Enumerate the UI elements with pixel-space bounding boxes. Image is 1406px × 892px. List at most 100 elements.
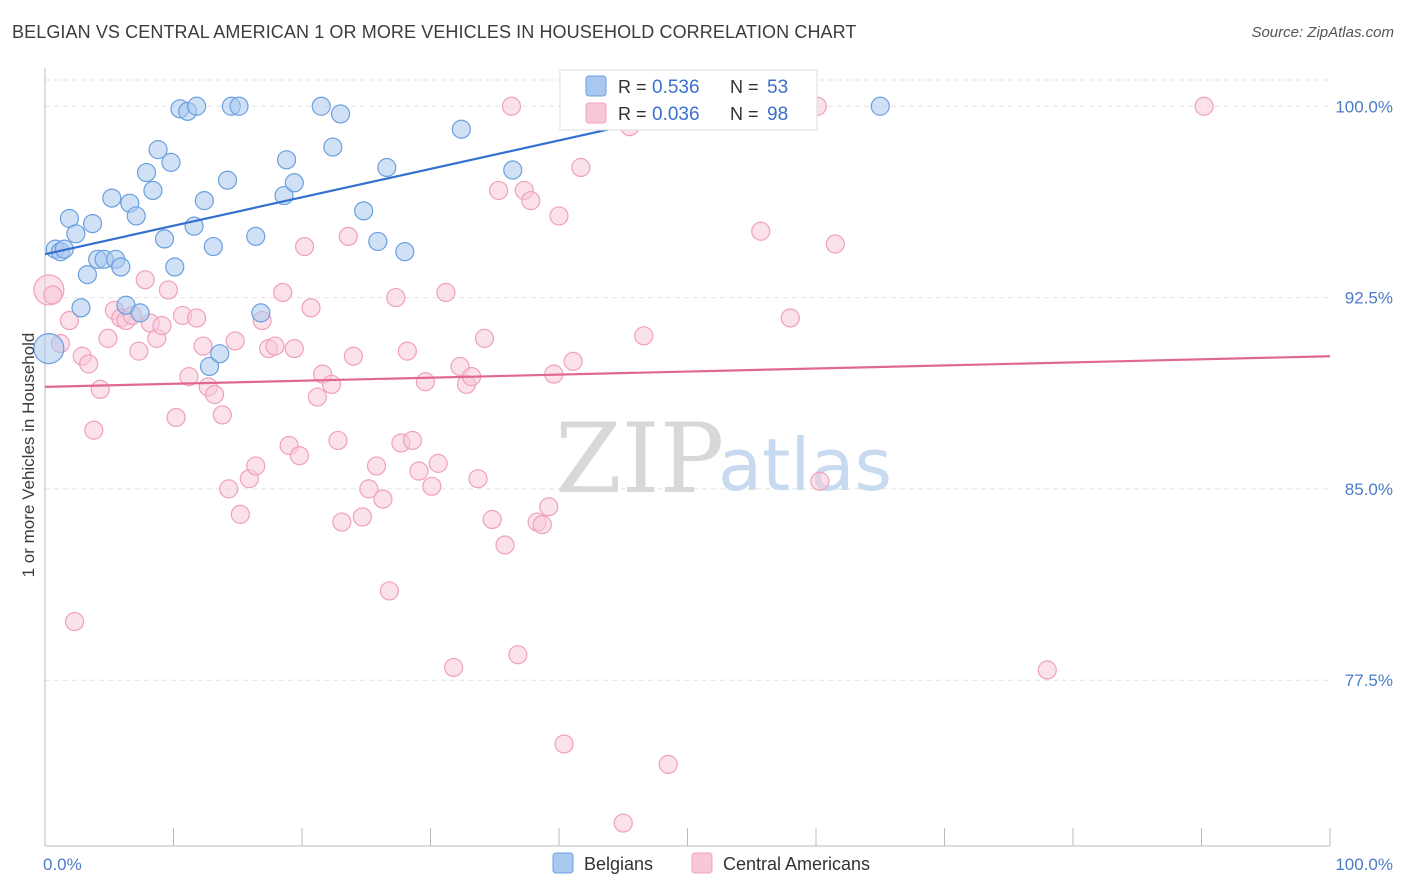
central-americans-point-73 — [508, 645, 528, 665]
y-tick-label-1: 92.5% — [1345, 289, 1393, 308]
belgians-point-13 — [111, 257, 131, 277]
central-americans-point-40 — [294, 236, 315, 257]
central-americans-point-46 — [332, 512, 352, 532]
y-tick-label-3: 77.5% — [1345, 671, 1393, 690]
central-americans-point-72 — [501, 96, 522, 116]
belgians-point-0 — [33, 332, 65, 365]
legend-n-label-2: N = — [730, 104, 759, 124]
belgians-trend-line — [44, 105, 714, 256]
watermark: ZIP atlas — [555, 403, 892, 515]
x-tick-label-0: 0.0% — [43, 855, 82, 874]
grid-lines — [45, 79, 1330, 681]
belgians-point-22 — [161, 152, 181, 172]
central-americans-point-19 — [158, 280, 178, 300]
central-americans-point-57 — [402, 430, 423, 451]
central-americans-point-78 — [539, 497, 559, 517]
belgians-point-8 — [82, 214, 103, 234]
central-americans-point-27 — [212, 405, 232, 425]
central-americans-point-36 — [273, 282, 293, 303]
central-americans-point-58 — [409, 461, 429, 481]
central-americans-point-80 — [549, 206, 569, 226]
series-legend-label-central-americans: Central Americans — [723, 854, 870, 874]
belgians-point-5 — [66, 224, 86, 244]
central-americans-point-35 — [265, 336, 285, 356]
central-americans-point-29 — [225, 331, 245, 351]
central-americans-point-93 — [825, 234, 845, 254]
central-americans-point-81 — [554, 734, 574, 754]
central-americans-point-6 — [79, 354, 99, 374]
legend: R = 0.536 N = 53 R = 0.036 N = 98 — [559, 69, 818, 131]
central-americans-point-62 — [436, 282, 456, 303]
central-americans-point-69 — [482, 509, 502, 530]
central-americans-point-53 — [379, 581, 399, 601]
central-americans-point-94 — [1037, 660, 1057, 680]
central-americans-point-50 — [359, 479, 379, 499]
central-americans-point-77 — [532, 514, 552, 535]
belgians-point-35 — [246, 226, 266, 246]
belgians-point-28 — [194, 191, 214, 211]
y-tick-label-2: 85.0% — [1345, 480, 1393, 499]
belgians-point-6 — [71, 298, 91, 318]
central-americans-point-92 — [810, 471, 830, 491]
central-americans-point-51 — [366, 456, 387, 476]
central-americans-point-8 — [90, 379, 110, 400]
belgians-point-20 — [148, 140, 168, 160]
y-axis-label: 1 or more Vehicles in Household — [19, 333, 38, 578]
central-americans-point-85 — [613, 813, 633, 833]
y-tick-label-0: 100.0% — [1335, 97, 1393, 116]
central-americans-point-47 — [338, 226, 358, 246]
central-americans-point-60 — [422, 476, 442, 496]
central-americans-point-83 — [571, 157, 591, 178]
series-legend-swatch-central-americans — [691, 852, 713, 874]
central-americans-point-52 — [373, 489, 393, 509]
belgians-point-21 — [154, 229, 175, 249]
x-tick-labels: 0.0% 100.0% — [43, 855, 1393, 874]
x-tick-label-1: 100.0% — [1335, 855, 1393, 874]
central-americans-point-7 — [84, 420, 104, 440]
belgians-point-30 — [203, 236, 223, 257]
central-americans-point-86 — [634, 326, 654, 346]
belgians-point-7 — [77, 265, 98, 285]
belgians-point-36 — [251, 303, 271, 323]
belgians-point-40 — [311, 96, 331, 116]
central-americans-point-45 — [328, 430, 348, 451]
legend-swatch-central-americans — [585, 102, 607, 124]
central-americans-point-63 — [444, 657, 464, 678]
central-americans-point-95 — [1194, 96, 1214, 116]
belgians-point-48 — [503, 160, 523, 180]
chart-title: BELGIAN VS CENTRAL AMERICAN 1 OR MORE VE… — [12, 22, 857, 42]
y-tick-labels: 100.0% 92.5% 85.0% 77.5% — [1335, 97, 1393, 690]
belgians-point-29 — [199, 356, 220, 377]
central-americans-point-32 — [246, 456, 266, 476]
central-americans-point-3 — [59, 310, 80, 331]
legend-r-label-1: R = — [618, 77, 647, 97]
belgians-point-44 — [368, 231, 388, 252]
series-legend-label-belgians: Belgians — [584, 854, 653, 874]
central-americans-point-87 — [658, 754, 678, 774]
legend-r-label-2: R = — [618, 104, 647, 124]
watermark-zip: ZIP — [555, 403, 724, 515]
central-americans-point-26 — [205, 384, 225, 405]
central-americans-point-1 — [43, 285, 63, 305]
belgians-point-42 — [330, 104, 351, 124]
central-americans-point-71 — [495, 535, 515, 555]
central-americans-point-14 — [129, 341, 149, 361]
belgians-point-46 — [395, 242, 415, 262]
belgians-point-23 — [165, 257, 185, 277]
belgians-point-45 — [377, 157, 397, 178]
central-americans-point-28 — [219, 479, 239, 499]
source-note: Source: ZipAtlas.com — [1251, 24, 1394, 41]
central-americans-point-23 — [187, 308, 207, 328]
central-americans-point-49 — [352, 507, 372, 527]
belgians-point-34 — [229, 96, 249, 116]
central-americans-point-48 — [343, 346, 363, 366]
legend-swatch-belgians — [585, 75, 607, 97]
central-americans-point-75 — [521, 191, 541, 211]
central-americans-point-24 — [193, 336, 213, 356]
belgians-point-43 — [354, 201, 374, 221]
belgians-point-18 — [136, 162, 157, 183]
belgians-point-11 — [102, 188, 122, 208]
watermark-atlas: atlas — [718, 423, 892, 507]
central-americans-trend-line — [44, 355, 1331, 388]
